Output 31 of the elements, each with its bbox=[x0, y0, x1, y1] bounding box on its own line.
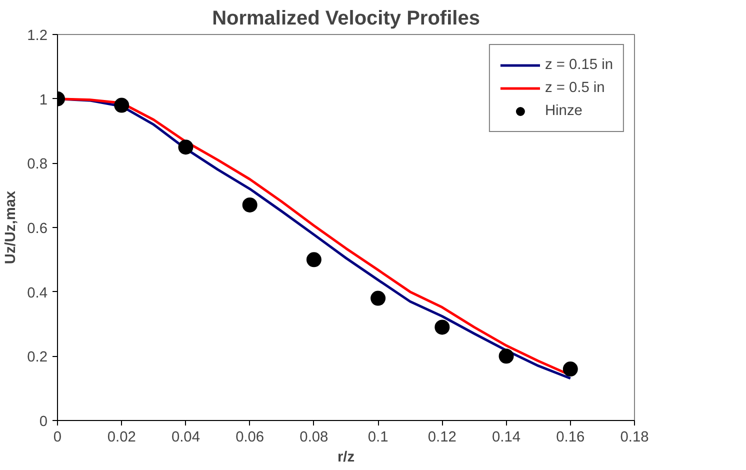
x-tick-label: 0.06 bbox=[236, 430, 264, 446]
legend-label: Hinze bbox=[544, 103, 582, 119]
x-tick-label: 0.16 bbox=[556, 430, 585, 446]
x-tick-label: 0.08 bbox=[300, 430, 328, 446]
point bbox=[498, 348, 514, 364]
y-tick-label: 0.4 bbox=[27, 285, 48, 302]
x-axis-title: r/z bbox=[337, 450, 355, 466]
y-tick-label: 0 bbox=[39, 414, 48, 430]
y-tick-label: 0.6 bbox=[27, 221, 48, 237]
x-tick-label: 0.02 bbox=[107, 430, 136, 446]
legend-label: z = 0.5 in bbox=[544, 80, 605, 96]
x-tick-label: 0.14 bbox=[492, 430, 521, 446]
x-tick-label: 0 bbox=[53, 430, 62, 446]
legend-label: z = 0.15 in bbox=[544, 57, 613, 73]
point bbox=[370, 290, 386, 306]
point bbox=[178, 140, 194, 155]
chart-title: Normalized Velocity Profiles bbox=[212, 8, 480, 30]
y-tick-label: 1 bbox=[39, 92, 48, 108]
point bbox=[306, 252, 322, 268]
point bbox=[114, 98, 130, 113]
point bbox=[434, 320, 450, 335]
x-tick-label: 0.1 bbox=[368, 430, 388, 446]
point bbox=[242, 197, 258, 212]
y-axis-title: Uz/Uz,max bbox=[3, 190, 20, 264]
x-tick-label: 0.18 bbox=[620, 430, 649, 446]
y-tick-label: 1.2 bbox=[27, 28, 48, 44]
y-tick-label: 0.2 bbox=[27, 350, 48, 366]
point bbox=[562, 362, 578, 377]
y-tick-label: 0.8 bbox=[27, 156, 48, 173]
x-tick-label: 0.04 bbox=[171, 430, 200, 446]
x-tick-label: 0.12 bbox=[428, 430, 456, 446]
